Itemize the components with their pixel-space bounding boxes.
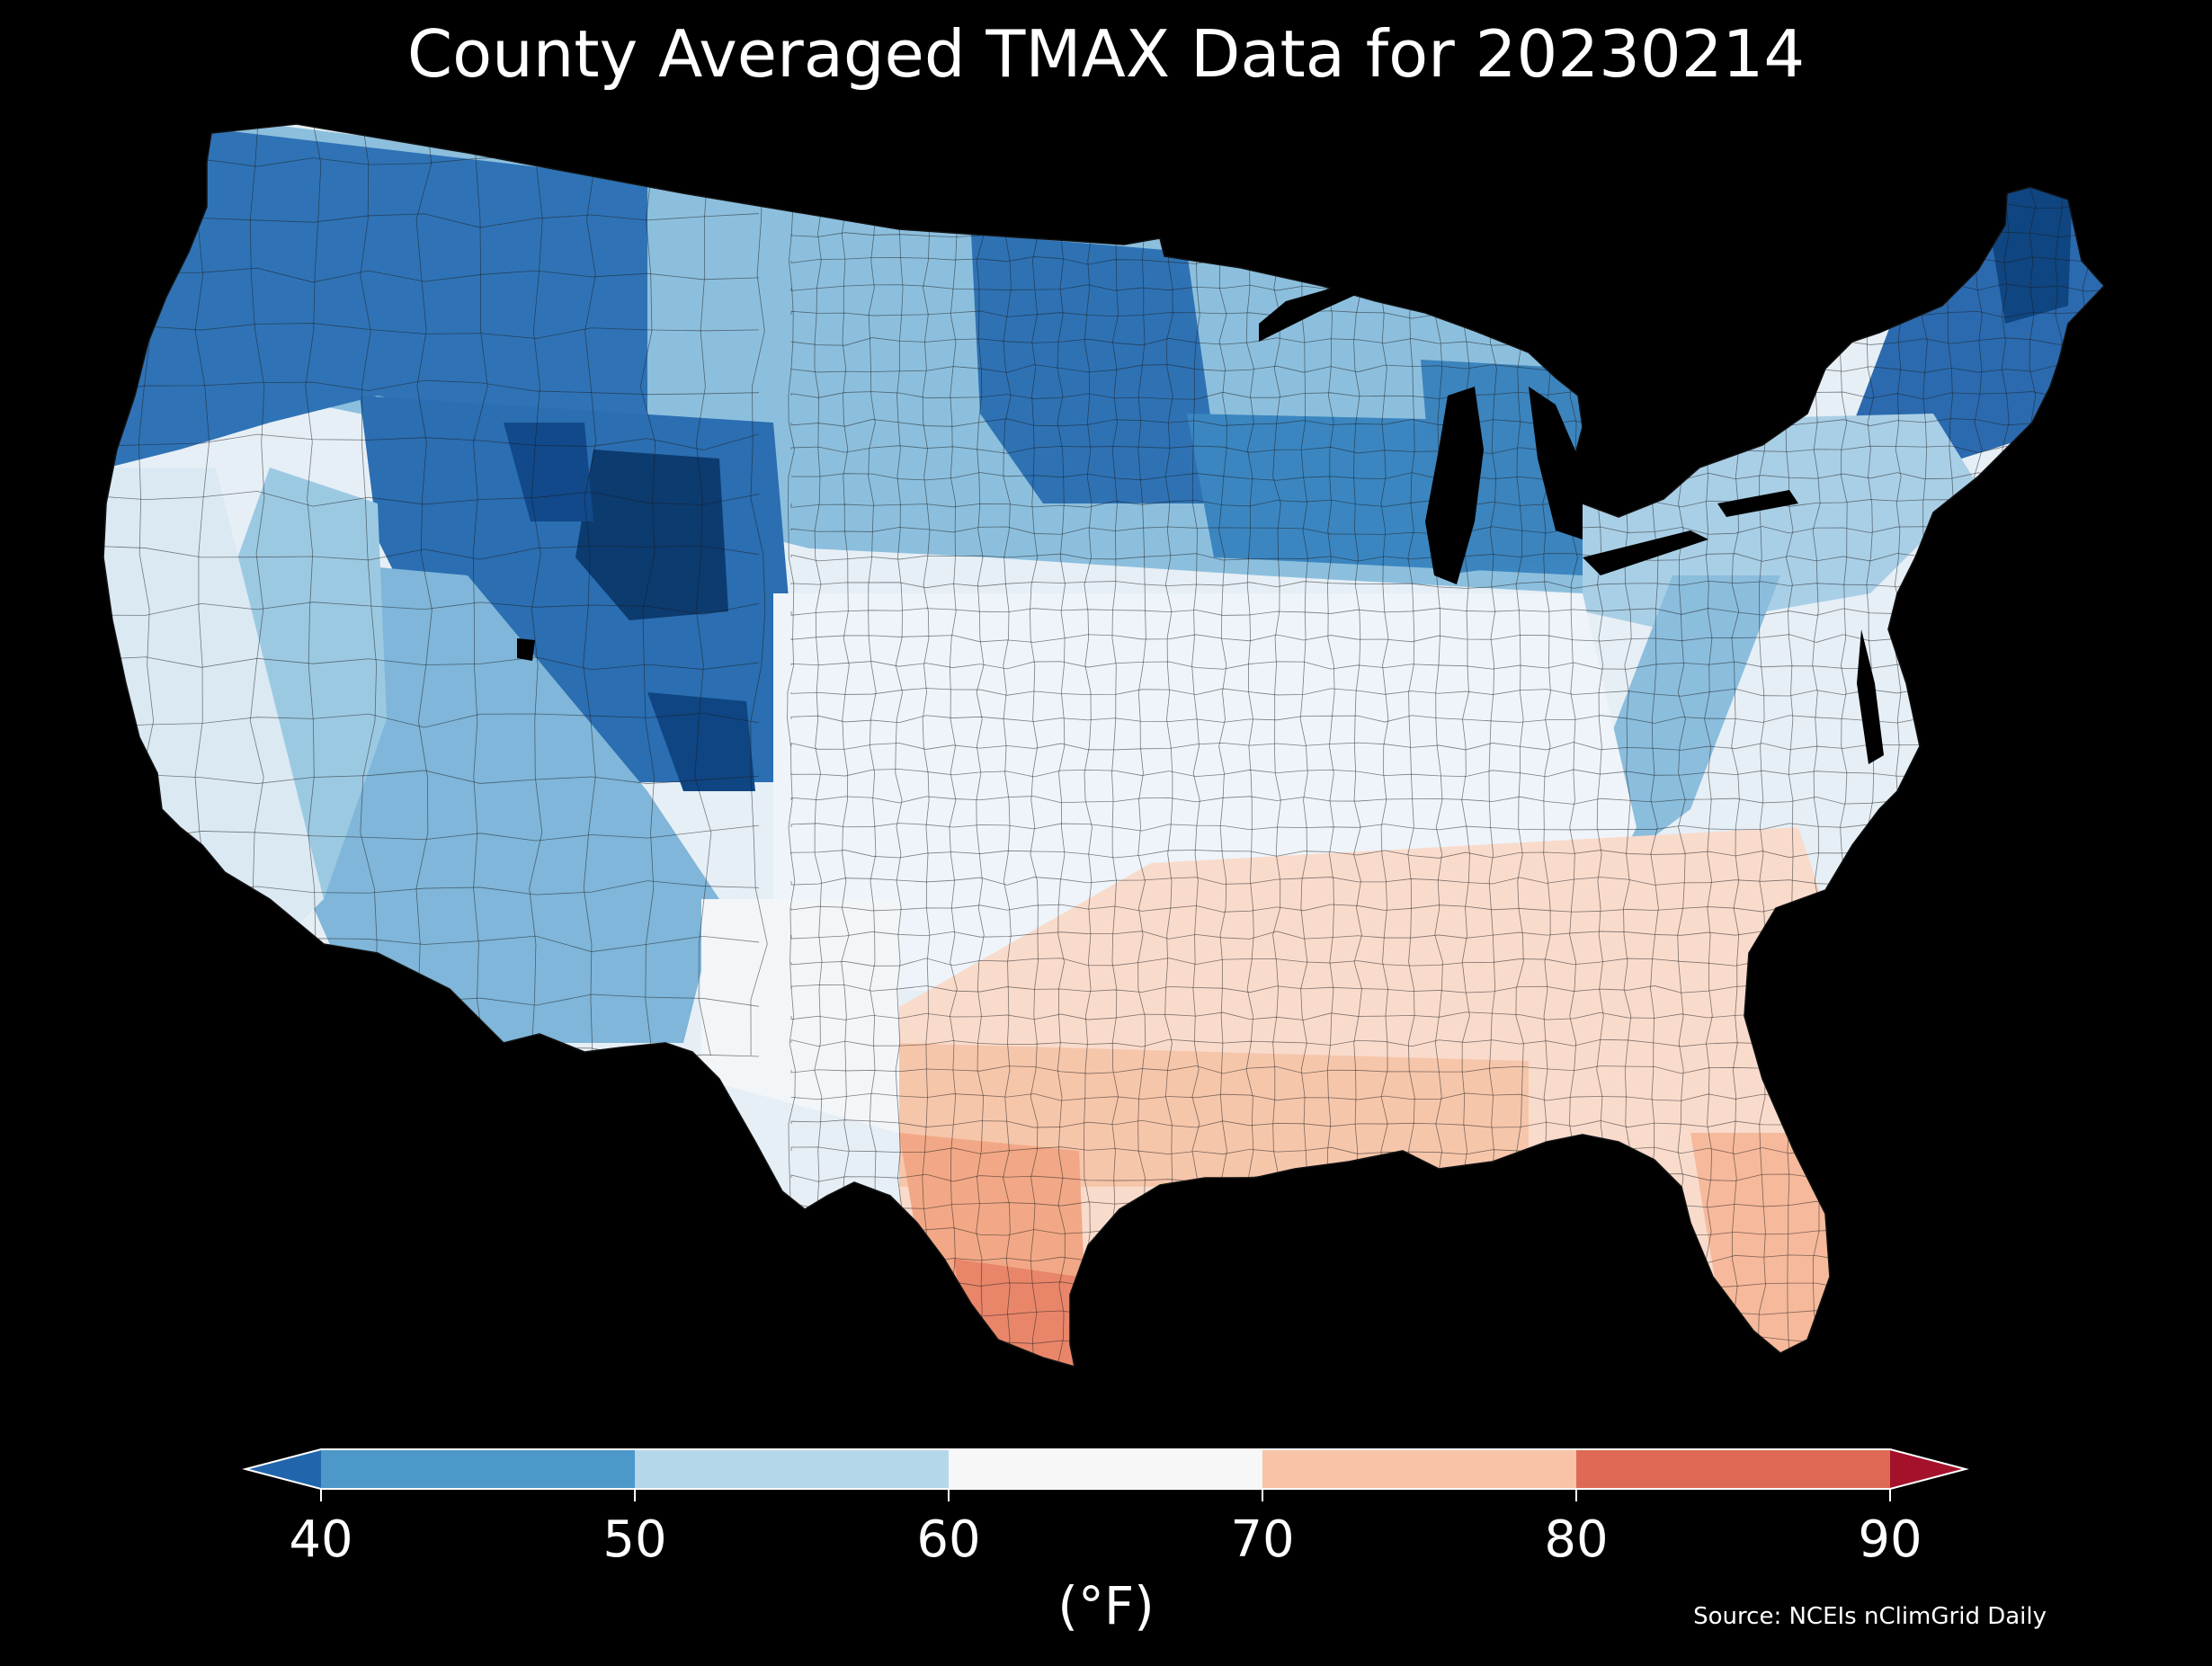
colorbar-under-arrow [245,1449,321,1489]
tick-label-60: 60 [916,1510,981,1569]
map-title: County Averaged TMAX Data for 20230214 [406,16,1806,92]
tick-label-80: 80 [1544,1510,1609,1569]
tick-label-90: 90 [1858,1510,1922,1569]
colorbar-bin-80-90 [1576,1449,1890,1489]
colorbar-unit-label: (°F) [1057,1575,1155,1636]
tick-label-70: 70 [1230,1510,1295,1569]
tick-label-40: 40 [289,1510,353,1569]
chesapeake-bay [1857,629,1884,764]
colorbar-over-arrow [1890,1449,1966,1489]
region-appalachian-cool [1583,575,1780,863]
region-colorado-cold [647,692,755,791]
region-texas-panhandle [701,899,899,1133]
region-california [103,468,324,953]
lake-michigan [1425,387,1484,584]
us-county-map [103,123,2105,1368]
source-credit: Source: NCEIs nClimGrid Daily [1693,1603,2047,1630]
region-northwest [108,124,647,468]
colorbar-bin-70-80 [1262,1449,1576,1489]
colorbar-bin-50-60 [635,1449,949,1489]
great-lakes [517,274,1884,764]
lake-ontario [1717,490,1798,517]
colorbar-bin-40-50 [321,1449,635,1489]
region-idaho-cold [504,423,593,521]
region-wyoming-cold [575,450,728,620]
lake-huron [1529,387,1583,539]
lake-superior [1259,274,1376,342]
great-salt-lake [517,638,535,661]
tick-label-50: 50 [602,1510,667,1569]
colorbar-bin-60-70 [949,1449,1262,1489]
lake-erie [1583,530,1708,575]
